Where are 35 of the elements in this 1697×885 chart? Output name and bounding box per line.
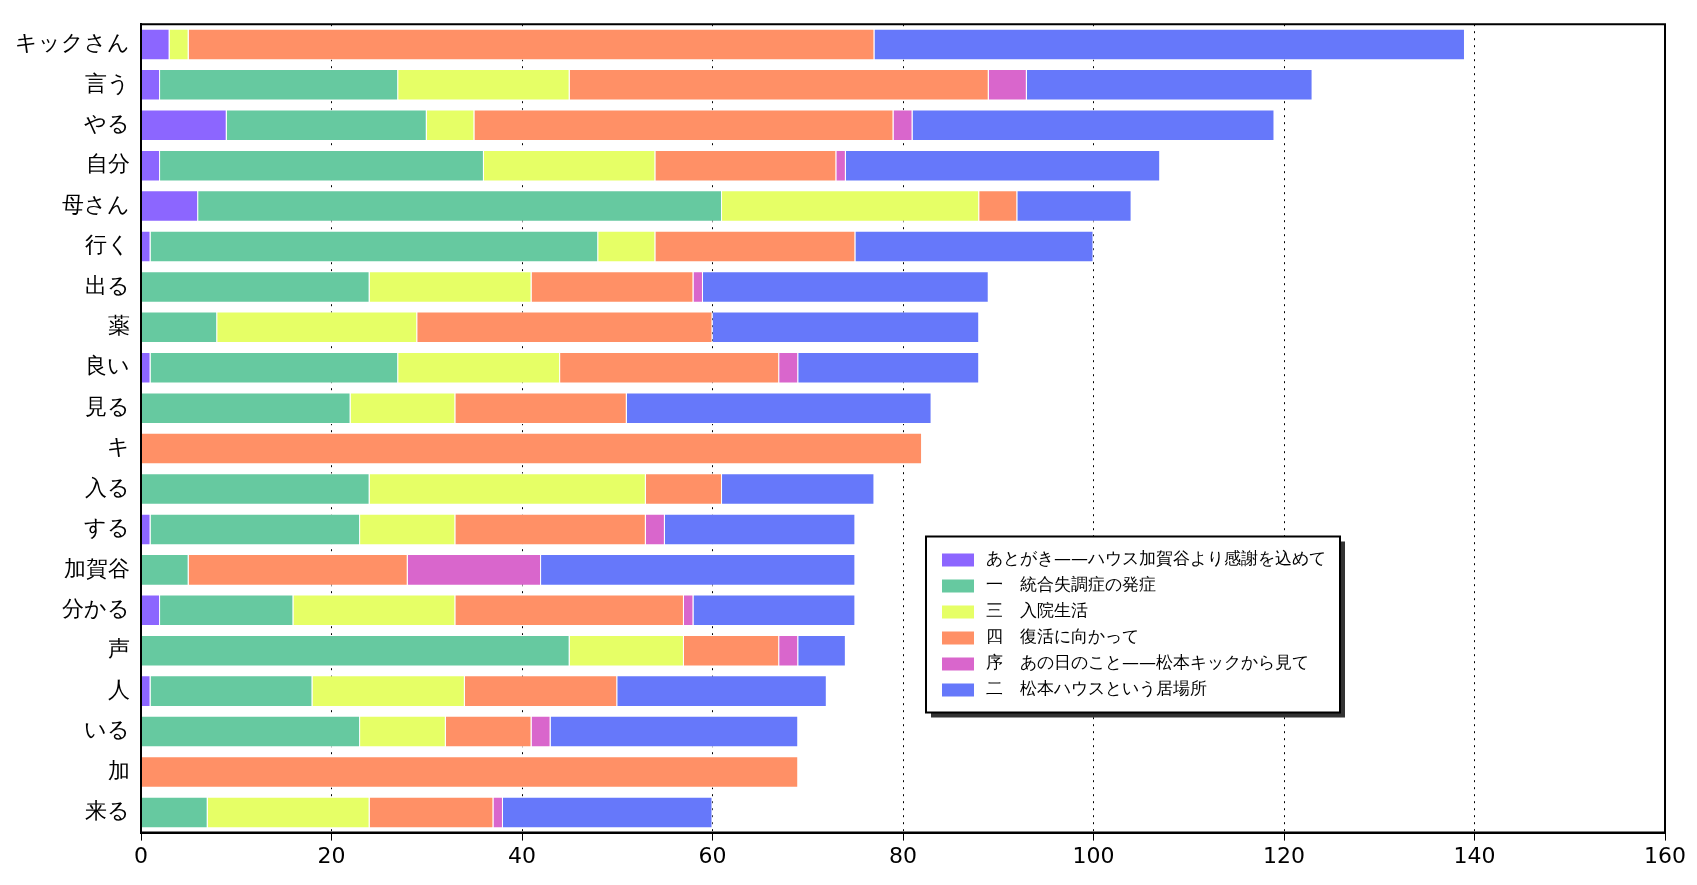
legend-label: 三 入院生活: [986, 600, 1088, 621]
x-tick-label: 140: [1453, 842, 1496, 868]
y-tick-label: 分かる: [62, 596, 130, 622]
y-tick-label: キックさん: [15, 30, 130, 56]
x-tick-label: 100: [1072, 842, 1115, 868]
y-tick-label: 言う: [85, 70, 130, 96]
legend-label: 四 復活に向かって: [986, 626, 1139, 647]
x-tick-label: 160: [1644, 842, 1686, 868]
y-tick-label: 見る: [85, 393, 130, 419]
y-tick-label: する: [84, 515, 130, 541]
y-tick-label: 母さん: [62, 191, 130, 217]
y-tick-label: 入る: [85, 474, 130, 500]
x-tick-label: 120: [1263, 842, 1305, 868]
x-tick-label: 80: [889, 842, 917, 868]
y-tick-label: 加: [108, 757, 130, 783]
legend-label: 二 松本ハウスという居場所: [986, 678, 1207, 699]
y-tick-label: 来る: [85, 798, 130, 824]
y-tick-label: 行く: [85, 232, 130, 258]
y-tick-label: 良い: [85, 353, 130, 379]
y-tick-label: 出る: [85, 272, 130, 298]
legend-label: 一 統合失調症の発症: [986, 574, 1156, 595]
x-tick-label: 20: [317, 842, 346, 868]
y-tick-label: 声: [108, 636, 130, 662]
y-tick-label: 自分: [86, 151, 130, 177]
y-tick-label: 人: [108, 676, 130, 702]
legend-label: あとがき——ハウス加賀谷より感謝を込めて: [986, 548, 1326, 569]
x-tick-label: 60: [698, 842, 727, 868]
y-tick-label: 薬: [108, 313, 130, 339]
y-tick-label: 加賀谷: [64, 555, 130, 581]
x-tick-label: 0: [134, 842, 148, 868]
legend-label: 序 あの日のこと——松本キックから見て: [986, 652, 1309, 673]
y-tick-label: キ: [107, 434, 130, 460]
x-tick-label: 40: [508, 842, 536, 868]
y-tick-label: やる: [84, 110, 130, 136]
y-tick-label: いる: [84, 717, 130, 743]
